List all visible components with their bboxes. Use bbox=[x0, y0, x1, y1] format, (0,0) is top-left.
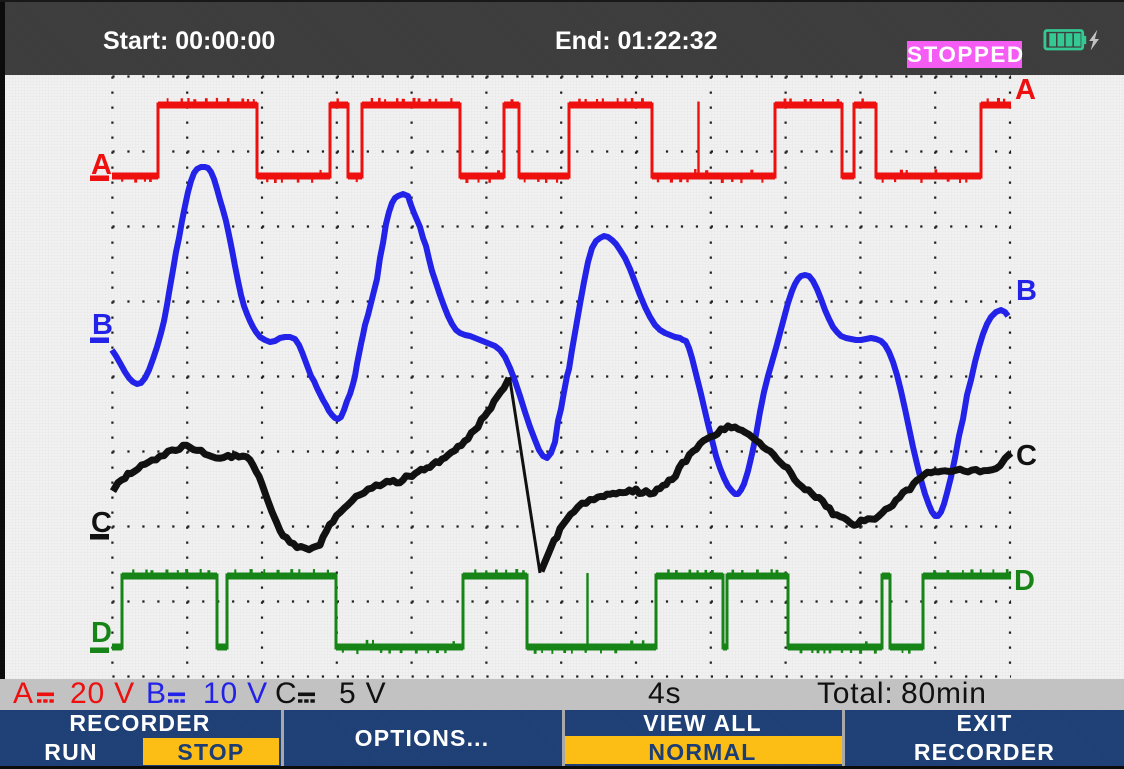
svg-text:C: C bbox=[1016, 440, 1037, 472]
svg-text:B: B bbox=[92, 309, 113, 341]
svg-text:C: C bbox=[91, 507, 112, 539]
svg-text:D: D bbox=[1014, 565, 1035, 597]
svg-text:B: B bbox=[1016, 275, 1037, 307]
svg-text:A: A bbox=[1015, 74, 1036, 106]
svg-text:D: D bbox=[91, 617, 112, 649]
svg-text:A: A bbox=[91, 149, 112, 181]
